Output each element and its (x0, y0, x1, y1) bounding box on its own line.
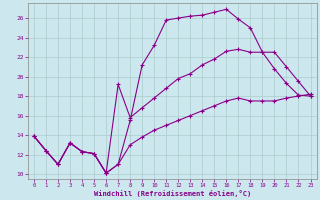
X-axis label: Windchill (Refroidissement éolien,°C): Windchill (Refroidissement éolien,°C) (94, 190, 251, 197)
